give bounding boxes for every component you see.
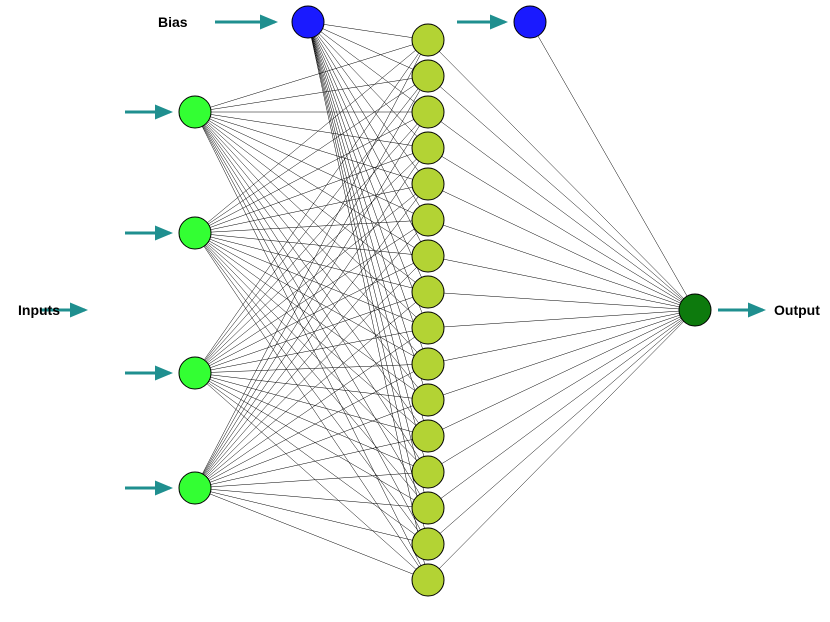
hidden-node-16	[412, 564, 444, 596]
edge	[195, 256, 428, 488]
edge	[195, 220, 428, 233]
edge	[428, 256, 695, 310]
edge	[428, 40, 695, 310]
edge	[428, 310, 695, 328]
hidden-node-11	[412, 384, 444, 416]
edge	[195, 112, 428, 488]
edge	[195, 40, 428, 373]
bias-node-1	[292, 6, 324, 38]
edge	[428, 76, 695, 310]
edge	[428, 184, 695, 310]
edge	[308, 22, 428, 220]
edge	[195, 184, 428, 373]
edge	[195, 373, 428, 508]
edge	[195, 488, 428, 508]
hidden-node-1	[412, 24, 444, 56]
edge	[195, 233, 428, 544]
edge	[195, 112, 428, 544]
hidden-node-10	[412, 348, 444, 380]
edge	[195, 233, 428, 328]
hidden-node-2	[412, 60, 444, 92]
edge	[195, 76, 428, 112]
edge	[195, 112, 428, 400]
bias-label: Bias	[158, 14, 188, 30]
hidden-node-4	[412, 132, 444, 164]
hidden-node-7	[412, 240, 444, 272]
edge	[195, 292, 428, 373]
edge	[428, 292, 695, 310]
edge	[195, 373, 428, 580]
edge	[428, 310, 695, 364]
nodes-group	[179, 6, 711, 596]
hidden-node-13	[412, 456, 444, 488]
edge	[195, 233, 428, 472]
edges-group	[195, 22, 695, 580]
edge	[308, 22, 428, 112]
edge	[195, 488, 428, 580]
edge	[308, 22, 428, 436]
edge	[195, 233, 428, 580]
edge	[428, 310, 695, 436]
edge	[195, 76, 428, 233]
edge	[195, 112, 428, 256]
edge	[428, 310, 695, 508]
neural-network-diagram: Bias Inputs Output	[0, 0, 830, 622]
output-label: Output	[774, 302, 820, 318]
edge	[195, 220, 428, 373]
bias-node-2	[514, 6, 546, 38]
input-node-2	[179, 217, 211, 249]
output-node	[679, 294, 711, 326]
edge	[195, 373, 428, 400]
edge	[308, 22, 428, 148]
input-node-4	[179, 472, 211, 504]
input-node-3	[179, 357, 211, 389]
hidden-node-6	[412, 204, 444, 236]
edge	[308, 22, 428, 544]
edge	[428, 148, 695, 310]
input-node-1	[179, 96, 211, 128]
edge	[195, 112, 428, 508]
edge	[195, 40, 428, 112]
hidden-node-12	[412, 420, 444, 452]
edge	[195, 373, 428, 472]
edge	[308, 22, 428, 40]
hidden-node-14	[412, 492, 444, 524]
edge	[428, 310, 695, 400]
edge	[428, 310, 695, 544]
edge	[195, 148, 428, 488]
edge	[308, 22, 428, 292]
edge	[195, 233, 428, 400]
edge	[308, 22, 428, 580]
edge	[428, 112, 695, 310]
hidden-node-15	[412, 528, 444, 560]
edge	[195, 112, 428, 364]
edge	[195, 233, 428, 292]
edge	[308, 22, 428, 184]
edge	[530, 22, 695, 310]
hidden-node-9	[412, 312, 444, 344]
edge	[428, 220, 695, 310]
edge	[195, 488, 428, 544]
edge	[195, 328, 428, 488]
edge	[428, 310, 695, 580]
hidden-node-3	[412, 96, 444, 128]
edge	[195, 112, 428, 373]
edge	[195, 184, 428, 488]
edge	[195, 184, 428, 233]
edge	[428, 310, 695, 472]
hidden-node-8	[412, 276, 444, 308]
edge	[195, 112, 428, 580]
edge	[195, 112, 428, 292]
hidden-node-5	[412, 168, 444, 200]
edge	[195, 256, 428, 373]
inputs-label: Inputs	[18, 302, 60, 318]
edge	[195, 112, 428, 184]
